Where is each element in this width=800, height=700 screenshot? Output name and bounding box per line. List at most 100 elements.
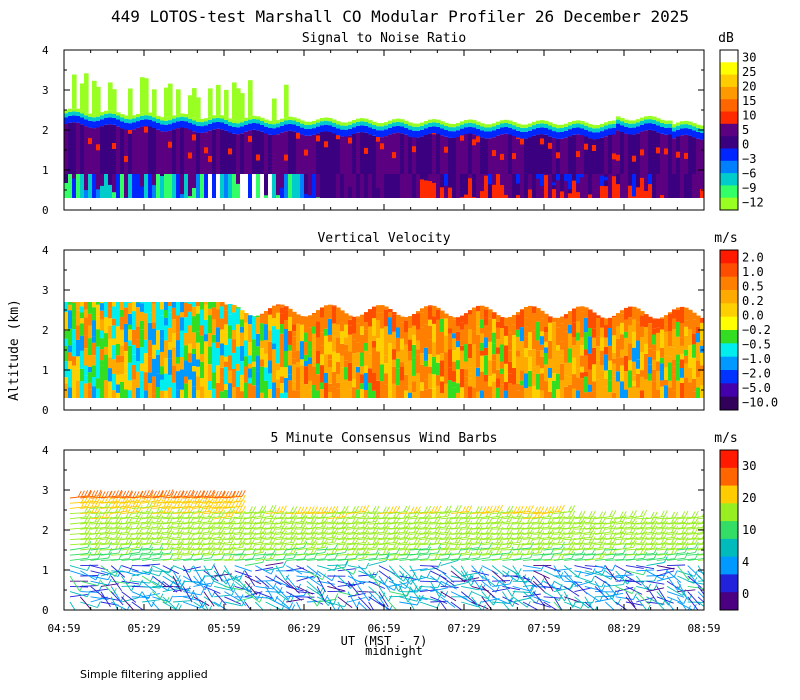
snr-cell	[600, 137, 605, 174]
velocity-cell	[332, 372, 337, 387]
snr-cell	[408, 136, 413, 174]
velocity-cell	[112, 306, 117, 319]
snr-cell	[112, 110, 117, 114]
velocity-cell	[96, 346, 101, 363]
wind-barb	[213, 565, 223, 582]
wind-barb-flag	[313, 510, 318, 518]
wind-barb-flag	[674, 525, 679, 533]
snr-cell	[400, 122, 405, 127]
velocity-cell	[312, 361, 317, 367]
snr-cell	[428, 181, 433, 198]
velocity-cell	[300, 324, 305, 342]
wind-barb-flag	[478, 566, 483, 574]
snr-cell	[600, 123, 605, 128]
snr-cell	[584, 143, 589, 150]
wind-barb-flag	[393, 505, 397, 513]
velocity-cell	[160, 302, 165, 310]
wind-barb	[121, 580, 140, 585]
velocity-cell	[432, 305, 437, 317]
velocity-cell	[124, 342, 129, 351]
velocity-cell	[508, 350, 513, 362]
wind-barb	[471, 565, 484, 580]
wind-barb	[224, 591, 241, 601]
snr-cell	[672, 138, 677, 174]
wind-barb-flag	[550, 530, 555, 538]
wind-barb-flag	[149, 490, 154, 498]
snr-cell	[476, 121, 481, 125]
snr-cell	[532, 135, 537, 174]
velocity-cell	[424, 324, 429, 336]
wind-barb-flag	[77, 490, 82, 498]
snr-cell	[212, 118, 217, 123]
velocity-cell	[504, 390, 509, 398]
snr-cell	[480, 191, 485, 198]
snr-cell	[520, 131, 525, 139]
wind-barb	[224, 585, 243, 591]
snr-cell	[144, 119, 149, 126]
wind-barb	[574, 565, 593, 570]
velocity-cell	[556, 317, 561, 328]
wind-barb-flag	[180, 490, 185, 497]
wind-barb	[224, 575, 242, 582]
snr-cell	[88, 138, 93, 145]
wind-barb-flag	[569, 583, 574, 591]
wind-barb	[100, 565, 116, 577]
velocity-cell	[684, 326, 689, 336]
snr-cell	[668, 174, 673, 198]
velocity-cell	[372, 318, 377, 336]
wind-barb	[110, 586, 122, 602]
velocity-cell	[156, 373, 161, 387]
wind-barb-flag	[166, 542, 171, 550]
velocity-cell	[596, 336, 601, 346]
wind-barb	[594, 565, 613, 572]
velocity-cell	[92, 342, 97, 355]
velocity-cell	[100, 380, 105, 398]
wind-barb-flag	[716, 574, 719, 580]
velocity-cell	[348, 389, 353, 398]
snr-cell	[440, 124, 445, 129]
wind-barb	[399, 570, 412, 585]
wind-barb-flag	[591, 541, 596, 549]
velocity-cell	[176, 302, 181, 306]
velocity-cell	[116, 384, 121, 393]
snr-cell	[68, 111, 73, 116]
snr-cell	[76, 108, 81, 112]
velocity-cell	[260, 340, 265, 349]
snr-cell	[84, 190, 89, 198]
wind-barb	[358, 557, 377, 561]
velocity-cell	[84, 302, 89, 310]
velocity-cell	[84, 309, 89, 318]
wind-barb-flag	[485, 505, 490, 513]
snr-cell	[592, 132, 597, 140]
snr-cell	[232, 133, 237, 174]
snr-cell	[236, 123, 241, 128]
wind-barb-flag	[389, 506, 394, 513]
snr-cell	[472, 127, 477, 135]
wind-barb-flag	[233, 574, 238, 582]
snr-cell	[604, 136, 609, 174]
wind-barb-flag	[423, 506, 428, 513]
wind-barb	[121, 552, 140, 556]
wind-barb	[460, 591, 476, 604]
velocity-cell	[260, 366, 265, 377]
snr-cell	[396, 132, 401, 174]
wind-barb	[512, 580, 531, 583]
velocity-cell	[148, 383, 153, 398]
wind-barb	[491, 570, 506, 584]
velocity-cell	[580, 337, 585, 346]
snr-cell	[252, 123, 257, 130]
wind-barb-flag	[540, 546, 545, 553]
wind-barb-flag	[351, 521, 356, 528]
velocity-cell	[540, 336, 545, 345]
wind-barb-flag	[622, 530, 627, 538]
velocity-cell	[184, 302, 189, 318]
velocity-cell	[208, 346, 213, 365]
wind-barb-flag	[571, 552, 576, 559]
snr-cell	[664, 123, 669, 128]
velocity-cell	[484, 347, 489, 356]
wind-barb	[234, 591, 246, 607]
wind-barb-flag	[221, 490, 226, 497]
snr-cell	[76, 156, 81, 198]
wind-barb	[275, 596, 290, 609]
wind-barb-flag	[169, 489, 174, 496]
